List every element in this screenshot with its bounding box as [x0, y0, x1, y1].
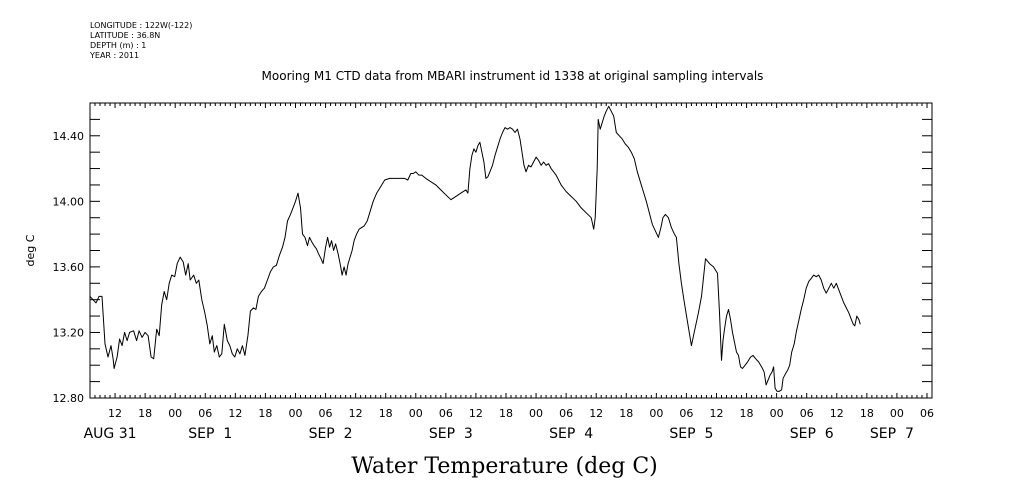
- y-tick-label: 14.40: [53, 130, 85, 143]
- x-tick-label: 00: [168, 407, 182, 420]
- x-tick-label: 06: [198, 407, 212, 420]
- year-text: YEAR : 2011: [90, 51, 140, 60]
- x-tick-label: 18: [138, 407, 152, 420]
- y-tick-label: 12.80: [53, 392, 85, 405]
- x-tick-label: 12: [349, 407, 363, 420]
- x-day-label: SEP 1: [188, 426, 232, 442]
- x-tick-label: 00: [649, 407, 663, 420]
- chart-title: Mooring M1 CTD data from MBARI instrumen…: [261, 69, 764, 83]
- x-day-label: SEP 4: [549, 426, 593, 442]
- x-tick-label: 00: [890, 407, 904, 420]
- x-day-label: SEP 5: [669, 426, 713, 442]
- x-tick-label: 18: [379, 407, 393, 420]
- y-tick-label: 14.00: [53, 195, 85, 208]
- y-tick-label: 13.60: [53, 261, 85, 274]
- x-day-label: SEP 3: [429, 426, 473, 442]
- x-tick-label: 12: [228, 407, 242, 420]
- x-tick-label: 12: [589, 407, 603, 420]
- x-tick-label: 12: [830, 407, 844, 420]
- x-tick-label: 06: [559, 407, 573, 420]
- x-tick-label: 18: [740, 407, 754, 420]
- x-tick-label: 06: [319, 407, 333, 420]
- temperature-series-line: [89, 105, 861, 392]
- depth-text: DEPTH (m) : 1: [90, 41, 147, 50]
- y-tick-label: 13.20: [53, 326, 85, 339]
- x-tick-label: 18: [860, 407, 874, 420]
- dataset-metadata: LONGITUDE : 122W(-122) LATITUDE : 36.8N …: [90, 21, 192, 61]
- x-tick-label: 00: [288, 407, 302, 420]
- x-day-label: SEP 6: [790, 426, 834, 442]
- plot-frame: [89, 102, 933, 399]
- x-tick-label: 00: [770, 407, 784, 420]
- x-tick-label: 12: [469, 407, 483, 420]
- latitude-text: LATITUDE : 36.8N: [90, 31, 161, 40]
- x-tick-label: 12: [108, 407, 122, 420]
- x-day-label: SEP 2: [309, 426, 353, 442]
- footer-title: Water Temperature (deg C): [351, 454, 658, 479]
- x-tick-label: 06: [800, 407, 814, 420]
- x-day-label: SEP 7: [870, 426, 914, 442]
- x-tick-label: 06: [679, 407, 693, 420]
- x-tick-label: 00: [409, 407, 423, 420]
- x-tick-label: 18: [258, 407, 272, 420]
- x-tick-label: 18: [619, 407, 633, 420]
- x-tick-label: 12: [709, 407, 723, 420]
- x-day-label: AUG 31: [84, 426, 137, 442]
- x-tick-label: 06: [920, 407, 934, 420]
- x-tick-label: 00: [529, 407, 543, 420]
- y-axis-label: deg C: [24, 234, 37, 266]
- x-tick-label: 18: [499, 407, 513, 420]
- longitude-text: LONGITUDE : 122W(-122): [90, 21, 193, 30]
- x-tick-label: 06: [439, 407, 453, 420]
